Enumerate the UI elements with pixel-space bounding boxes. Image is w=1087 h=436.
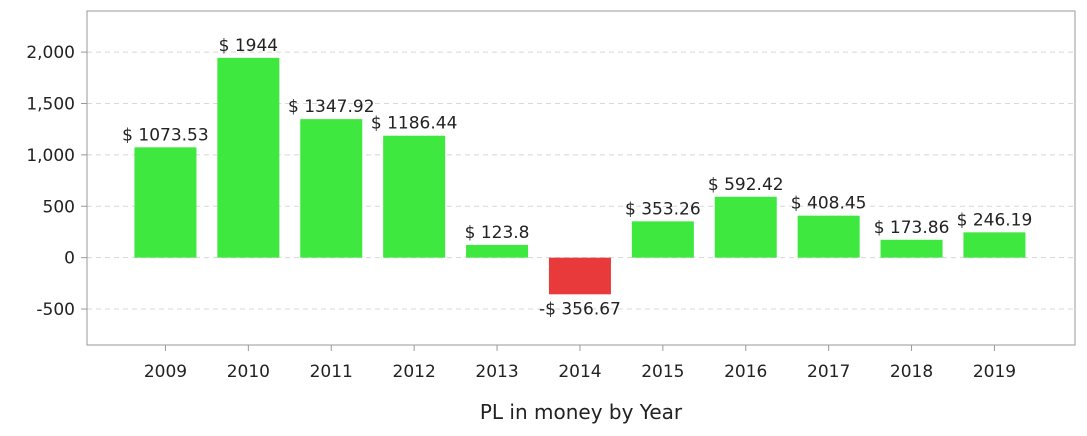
data-label-2010: $ 1944 [219, 36, 278, 56]
data-label-2015: $ 353.26 [625, 199, 701, 219]
data-label-2018: $ 173.86 [874, 218, 950, 238]
y-tick-label: 1,500 [26, 94, 75, 114]
data-label-2011: $ 1347.92 [288, 97, 375, 117]
x-tick-label-2019: 2019 [973, 362, 1016, 382]
bar-2016 [714, 196, 777, 258]
y-tick-label: 1,000 [26, 146, 75, 166]
x-tick-label-2014: 2014 [558, 362, 601, 382]
bar-2013 [466, 244, 529, 258]
data-label-2009: $ 1073.53 [122, 125, 209, 145]
data-labels: $ 1073.53 $ 1944 $ 1347.92$ 1186.44 $ 123.8… [122, 36, 1032, 319]
bar-2019 [963, 232, 1026, 258]
bar-2014 [548, 257, 611, 295]
x-tick-label-2015: 2015 [641, 362, 684, 382]
y-tick-label: 500 [43, 197, 75, 217]
bar-2015 [631, 221, 694, 258]
y-tick-label: 0 [64, 249, 75, 269]
bar-2011 [300, 119, 363, 258]
bars [134, 57, 1026, 295]
x-tick-label-2011: 2011 [310, 362, 353, 382]
x-tick-label-2010: 2010 [227, 362, 270, 382]
x-axis: 2009 2010 2011 2012 2013 2014 2015 2016 2017 2018… [144, 345, 1016, 382]
plot-frame [86, 10, 1076, 346]
x-tick-label-2013: 2013 [475, 362, 518, 382]
x-tick-label-2009: 2009 [144, 362, 187, 382]
bar-2009 [134, 147, 197, 258]
x-tick-label-2012: 2012 [393, 362, 436, 382]
data-label-2016: $ 592.42 [708, 175, 784, 195]
bar-2017 [797, 215, 860, 258]
data-label-2019: $ 246.19 [957, 210, 1033, 230]
data-label-2012: $ 1186.44 [371, 114, 458, 134]
y-tick-label: 2,000 [26, 43, 75, 63]
y-tick-label: -500 [36, 300, 75, 320]
bar-2018 [880, 239, 943, 258]
x-tick-label-2016: 2016 [724, 362, 767, 382]
x-tick-label-2018: 2018 [890, 362, 933, 382]
data-label-2017: $ 408.45 [791, 194, 867, 214]
x-axis-title: PL in money by Year [480, 400, 683, 424]
data-label-2014: -$ 356.67 [539, 299, 621, 319]
bar-2012 [383, 135, 446, 258]
bar-2010 [217, 57, 280, 258]
y-axis: -500 0 500 1,000 1,500 2,000 [26, 43, 87, 320]
data-label-2013: $ 123.8 [465, 223, 530, 243]
x-tick-label-2017: 2017 [807, 362, 850, 382]
